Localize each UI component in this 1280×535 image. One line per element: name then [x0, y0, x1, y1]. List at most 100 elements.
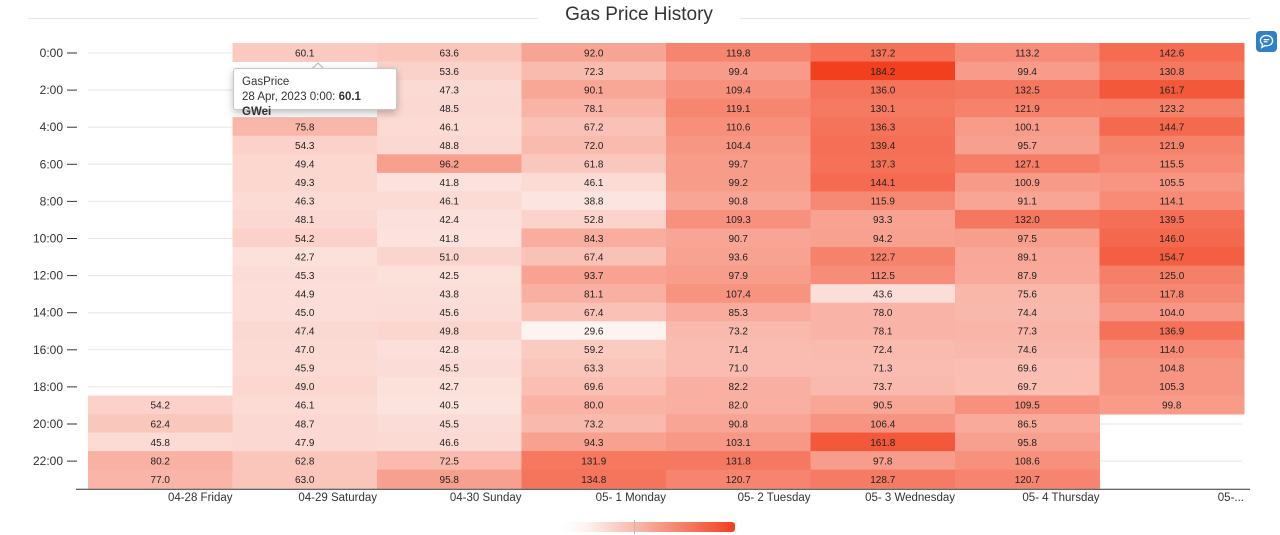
- heatmap-cell: [377, 191, 522, 211]
- heatmap-cell: [810, 191, 956, 211]
- heatmap-cell: [377, 154, 522, 174]
- cell-value-label: 46.3: [295, 197, 315, 208]
- cell-value-label: 73.2: [729, 327, 749, 338]
- heatmap-cell: [1099, 98, 1245, 118]
- heatmap-cell: [810, 43, 956, 63]
- cell-value-label: 134.8: [581, 475, 606, 486]
- heatmap-cell: [232, 451, 378, 471]
- cell-value-label: 80.0: [584, 401, 604, 412]
- heatmap-cell: [232, 265, 378, 285]
- cell-value-label: 117.8: [1160, 289, 1185, 300]
- cell-value-label: 100.9: [1015, 178, 1040, 189]
- heatmap-cell: [810, 135, 956, 155]
- heatmap-cell: [377, 265, 522, 285]
- cell-value-label: 72.5: [440, 456, 460, 467]
- x-tick-label: 05- 3 Wednesday: [865, 492, 955, 504]
- cell-value-label: 130.1: [870, 104, 895, 115]
- heatmap-cell: [666, 302, 811, 322]
- heatmap-cell: [955, 43, 1100, 63]
- heatmap-cell: [521, 117, 667, 137]
- heatmap-cell: [810, 302, 956, 322]
- cell-value-label: 154.7: [1159, 252, 1184, 263]
- heatmap-cell: [810, 228, 956, 248]
- cell-value-label: 43.8: [440, 289, 460, 300]
- heatmap-cell: [377, 321, 522, 341]
- x-tick-label: 05-...: [1218, 492, 1244, 504]
- cell-value-label: 90.5: [873, 401, 893, 412]
- cell-value-label: 90.7: [729, 234, 749, 245]
- cell-value-label: 43.6: [873, 289, 893, 300]
- cell-value-label: 114.0: [1160, 345, 1185, 356]
- heatmap-cell: [810, 98, 956, 118]
- cell-value-label: 94.2: [873, 234, 893, 245]
- heatmap-cell: [1099, 321, 1245, 341]
- heatmap-cell: [377, 469, 522, 489]
- cell-value-label: 139.5: [1159, 215, 1184, 226]
- heatmap-cell: [1099, 135, 1245, 155]
- cell-value-label: 38.8: [584, 197, 604, 208]
- heatmap-cell: [232, 117, 378, 137]
- heatmap-cell: [955, 228, 1100, 248]
- cell-value-label: 119.8: [726, 48, 751, 59]
- heatmap-cell: [1099, 284, 1245, 304]
- chat-bubble-icon[interactable]: [1256, 31, 1277, 52]
- cell-value-label: 136.3: [870, 122, 895, 133]
- heatmap-cell: [377, 172, 522, 192]
- heatmap-cell: [666, 61, 811, 81]
- cell-value-label: 45.3: [295, 271, 315, 282]
- cell-value-label: 49.4: [295, 160, 315, 171]
- heatmap-cell: [232, 154, 378, 174]
- cell-value-label: 47.0: [295, 345, 315, 356]
- heatmap-cell: [1099, 302, 1245, 322]
- cell-value-label: 72.0: [584, 141, 604, 152]
- y-tick-label: 20:00: [33, 417, 63, 431]
- heatmap-cell: [666, 80, 811, 100]
- heatmap-cell: [377, 414, 522, 434]
- cell-value-label: 46.1: [584, 178, 604, 189]
- x-tick-label: 04-30 Sunday: [450, 492, 522, 504]
- heatmap-cell: [232, 191, 378, 211]
- heatmap-cell: [810, 414, 956, 434]
- cell-value-label: 54.3: [295, 141, 315, 152]
- heatmap-cell: [955, 432, 1100, 452]
- cell-value-label: 51.0: [440, 252, 460, 263]
- cell-value-label: 69.6: [1018, 364, 1038, 375]
- heatmap-cell: [666, 321, 811, 341]
- cell-value-label: 72.4: [873, 345, 893, 356]
- heatmap-cell: [666, 284, 811, 304]
- heatmap-cell: [232, 247, 378, 267]
- heatmap-cell: [1099, 117, 1245, 137]
- tooltip-series-name: GasPrice: [242, 76, 290, 88]
- y-tick-label: 22:00: [33, 454, 63, 468]
- heatmap-cell: [810, 154, 956, 174]
- cell-value-label: 136.9: [1159, 327, 1184, 338]
- cell-value-label: 53.6: [440, 67, 460, 78]
- heatmap-cell: [377, 80, 522, 100]
- cell-value-label: 93.3: [873, 215, 893, 226]
- chart-title: Gas Price History: [565, 4, 713, 25]
- cell-value-label: 71.0: [729, 364, 749, 375]
- heatmap-cell: [810, 321, 956, 341]
- cell-value-label: 115.5: [1160, 160, 1185, 171]
- heatmap-cell: [955, 284, 1100, 304]
- cell-value-label: 97.5: [1018, 234, 1038, 245]
- heatmap-cell: [88, 395, 233, 415]
- heatmap-cell: [232, 172, 378, 192]
- heatmap-cell: [377, 339, 522, 359]
- cell-value-label: 97.9: [729, 271, 749, 282]
- cell-value-label: 95.7: [1018, 141, 1038, 152]
- cell-value-label: 45.8: [151, 438, 171, 449]
- cell-value-label: 49.0: [295, 382, 315, 393]
- heatmap-cell: [377, 451, 522, 471]
- y-tick-label: 6:00: [40, 157, 64, 171]
- heatmap-cell: [810, 469, 956, 489]
- heatmap-cell: [666, 172, 811, 192]
- heatmap-cell: [955, 191, 1100, 211]
- cell-value-label: 121.9: [1159, 141, 1184, 152]
- cell-value-label: 41.8: [440, 178, 460, 189]
- cell-value-label: 119.1: [726, 104, 751, 115]
- heatmap-cell: [521, 358, 667, 378]
- cell-value-label: 74.6: [1018, 345, 1038, 356]
- heatmap-cell: [232, 339, 378, 359]
- heatmap-cell: [810, 358, 956, 378]
